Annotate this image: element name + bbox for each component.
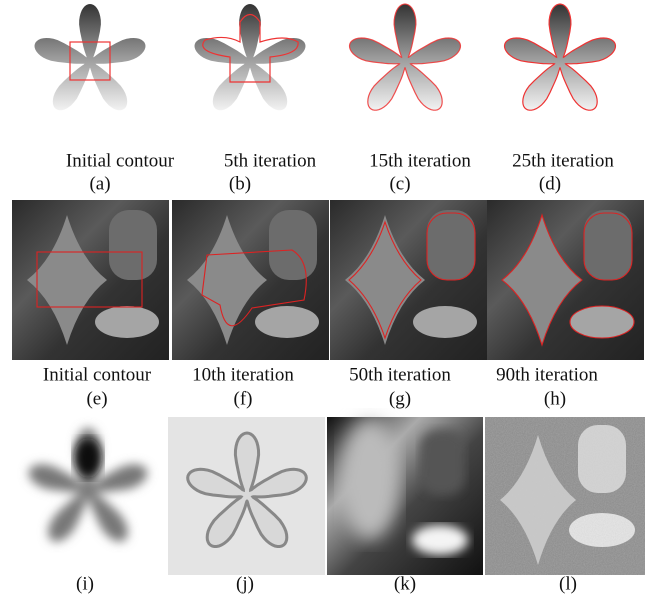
panel-label: (g) xyxy=(389,388,411,409)
rounded-rect xyxy=(427,210,475,280)
blob xyxy=(420,430,465,495)
noise xyxy=(485,417,645,575)
panel-label: (k) xyxy=(394,573,416,594)
image-panel xyxy=(330,200,487,360)
caption: Initial contour xyxy=(66,150,175,171)
image-panel xyxy=(487,200,644,360)
panel-label: (a) xyxy=(89,173,110,194)
caption: 25th iteration xyxy=(512,150,614,171)
panel-label: (j) xyxy=(236,573,254,594)
flower-image xyxy=(35,4,146,110)
caption: 15th iteration xyxy=(369,150,471,171)
panel-label: (l) xyxy=(559,573,577,594)
caption: 5th iteration xyxy=(224,150,317,171)
blob xyxy=(412,525,468,555)
panel-label: (d) xyxy=(539,173,561,194)
rounded-rect xyxy=(269,210,317,280)
blob xyxy=(340,420,400,540)
panel-label: (f) xyxy=(234,388,253,409)
caption: 10th iteration xyxy=(192,364,294,385)
figure: Initial contour(a)5th iteration(b)15th i… xyxy=(0,0,649,603)
panel-label: (i) xyxy=(76,573,94,594)
ellipse xyxy=(255,306,319,338)
rounded-rect xyxy=(109,210,157,280)
rounded-rect xyxy=(584,210,632,280)
flower-image xyxy=(505,4,616,110)
caption: 50th iteration xyxy=(349,364,451,385)
panel-label: (c) xyxy=(389,173,410,194)
panel-label: (b) xyxy=(229,173,251,194)
flower-image xyxy=(350,4,461,110)
ellipse xyxy=(95,306,159,338)
panel-label: (h) xyxy=(544,388,566,409)
flower-image xyxy=(195,4,306,110)
caption: Initial contour xyxy=(43,364,152,385)
caption: 90th iteration xyxy=(496,364,598,385)
image-panel xyxy=(172,200,329,360)
panel-label: (e) xyxy=(86,388,107,409)
image-panel xyxy=(12,200,169,360)
ellipse xyxy=(413,306,477,338)
flower-blurred-top xyxy=(74,438,102,478)
